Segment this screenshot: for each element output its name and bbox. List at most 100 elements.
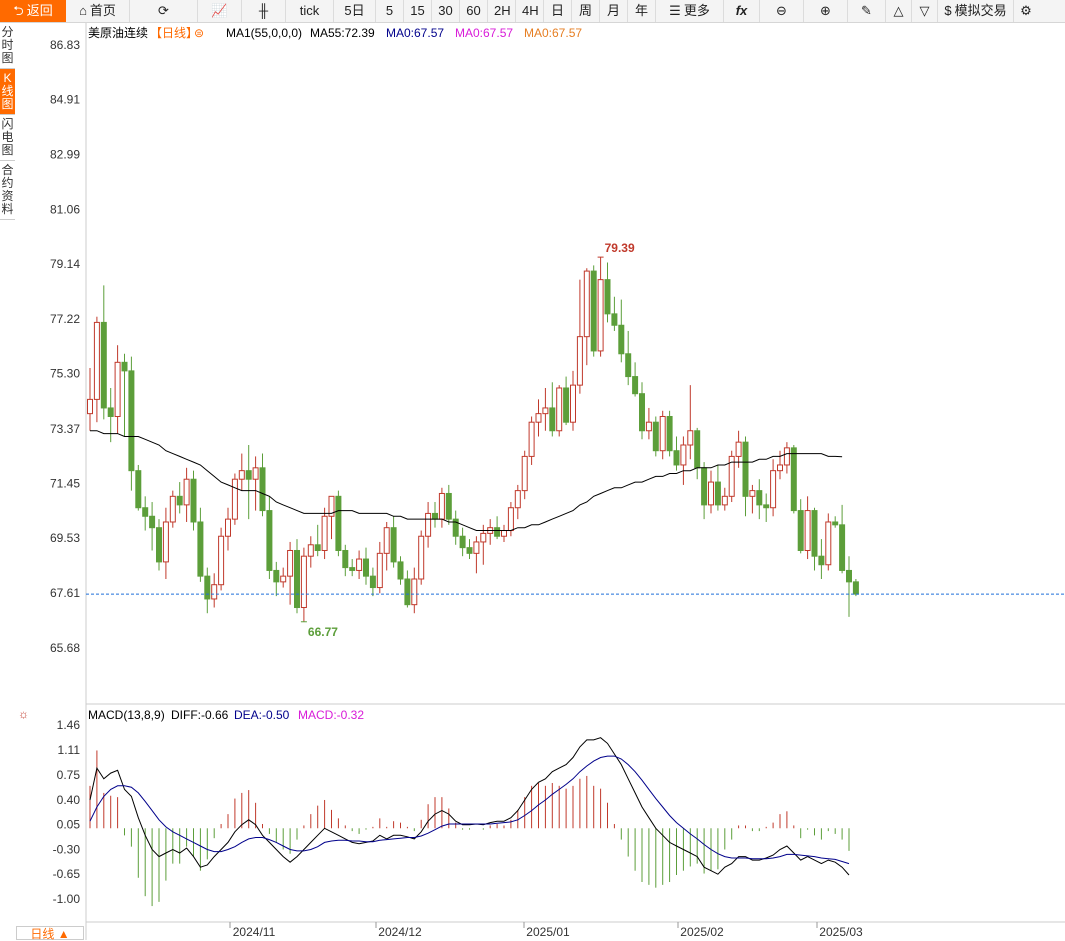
- tick-button[interactable]: tick: [286, 0, 334, 22]
- home-button[interactable]: ⌂ 首页: [66, 0, 130, 22]
- candle-body: [618, 324, 625, 355]
- candle-body: [397, 561, 404, 580]
- candle-body: [583, 270, 590, 338]
- draw-button[interactable]: ✎: [848, 0, 886, 22]
- tab-kline[interactable]: K线图: [0, 69, 15, 115]
- macd-y-tick-label: -1.00: [53, 892, 81, 906]
- candle-body: [563, 387, 570, 423]
- candle-body: [632, 376, 639, 395]
- candle-body: [376, 552, 383, 589]
- period-60[interactable]: 60: [460, 0, 488, 22]
- period-15[interactable]: 15: [404, 0, 432, 22]
- candle-body: [659, 415, 666, 452]
- candle-body: [811, 510, 818, 557]
- dollar-icon: $: [944, 3, 952, 18]
- candle-body: [432, 512, 438, 520]
- candle-body: [507, 507, 514, 532]
- tab-contract-info[interactable]: 合约资料: [0, 161, 15, 220]
- candle-body: [818, 555, 825, 566]
- candle-button[interactable]: ╫: [242, 0, 286, 22]
- period-year[interactable]: 年: [628, 0, 656, 22]
- candle-body: [197, 521, 204, 577]
- period-5d[interactable]: 5日: [334, 0, 376, 22]
- candle-body: [356, 558, 363, 571]
- x-tick-label: 2024/11: [233, 925, 276, 939]
- low-label: 66.77: [308, 625, 338, 639]
- zoom-in-button[interactable]: ⊕: [804, 0, 848, 22]
- candle-body: [114, 361, 121, 417]
- ma0b-label: MA0:67.57: [455, 26, 513, 40]
- sim-trade-button[interactable]: $ 模拟交易: [938, 0, 1014, 22]
- period-30[interactable]: 30: [432, 0, 460, 22]
- candle-body: [266, 510, 273, 571]
- zoom-out-button[interactable]: ⊖: [760, 0, 804, 22]
- down-button[interactable]: ▽: [912, 0, 938, 22]
- high-label: 79.39: [605, 241, 635, 255]
- sun-icon[interactable]: ☼: [18, 707, 29, 721]
- ma0c-label: MA0:67.57: [524, 26, 582, 40]
- home-icon: ⌂: [79, 3, 87, 18]
- zoom-in-icon: ⊕: [820, 3, 831, 18]
- triangle-down-icon: ▽: [919, 3, 930, 18]
- formula-button[interactable]: fx: [724, 0, 760, 22]
- settings-icon[interactable]: ⊜: [194, 26, 204, 40]
- period-month[interactable]: 月: [600, 0, 628, 22]
- period-4h[interactable]: 4H: [516, 0, 544, 22]
- candle-body: [169, 495, 176, 523]
- candle-body: [452, 518, 459, 537]
- more-button[interactable]: ☰ 更多: [656, 0, 724, 22]
- period-day[interactable]: 日: [544, 0, 572, 22]
- candle-body: [777, 464, 783, 472]
- x-tick-label: 2025/03: [819, 925, 863, 939]
- candle-body: [597, 279, 604, 352]
- line-chart-button[interactable]: 📈: [198, 0, 242, 22]
- period-selector[interactable]: 日线 ▲: [16, 926, 84, 941]
- candle-body: [576, 336, 583, 386]
- candle-body: [231, 478, 238, 520]
- candle-body: [335, 495, 342, 551]
- candle-body: [804, 510, 811, 551]
- candle-body: [708, 481, 714, 506]
- candle-body: [673, 450, 680, 466]
- candle-body: [639, 393, 645, 432]
- candle-body: [156, 527, 162, 563]
- candle-body: [252, 467, 259, 480]
- candle-body: [714, 481, 721, 506]
- candle-body: [418, 535, 425, 580]
- candle-body: [687, 430, 694, 446]
- period-2h[interactable]: 2H: [488, 0, 516, 22]
- refresh-button[interactable]: ⟳: [130, 0, 198, 22]
- macd-title: MACD(13,8,9): [88, 708, 165, 722]
- ma55-label: MA55:72.39: [310, 26, 375, 40]
- candle-body: [535, 413, 542, 423]
- tab-flash[interactable]: 闪电图: [0, 115, 15, 161]
- menu-icon: ☰: [669, 3, 681, 18]
- candle-body: [225, 518, 231, 537]
- candle-body: [411, 578, 418, 606]
- back-button[interactable]: ⮌ 返回: [0, 0, 66, 22]
- macd-diff: DIFF:-0.66: [171, 708, 229, 722]
- period-5[interactable]: 5: [376, 0, 404, 22]
- candle-body: [770, 470, 777, 509]
- candle-body: [211, 584, 218, 600]
- y-tick-label: 82.99: [50, 147, 80, 161]
- period-week[interactable]: 周: [572, 0, 600, 22]
- candle-body: [383, 527, 390, 554]
- y-tick-label: 86.83: [50, 38, 80, 52]
- ma1-label: MA1(55,0,0,0): [226, 26, 302, 40]
- tab-timeshare[interactable]: 分时图: [0, 23, 15, 69]
- candle-body: [590, 270, 597, 352]
- candle-body: [556, 387, 563, 432]
- up-button[interactable]: △: [886, 0, 912, 22]
- candle-body: [763, 504, 770, 509]
- y-tick-label: 75.30: [50, 367, 80, 381]
- settings-button[interactable]: ⚙: [1014, 0, 1038, 22]
- diff-line: [89, 737, 850, 876]
- candle-body: [259, 467, 266, 512]
- candle-body: [162, 521, 169, 563]
- candle-body: [652, 421, 659, 452]
- candle-body: [473, 541, 480, 554]
- macd-y-tick-label: 0.05: [57, 818, 81, 832]
- candle-body: [369, 575, 376, 589]
